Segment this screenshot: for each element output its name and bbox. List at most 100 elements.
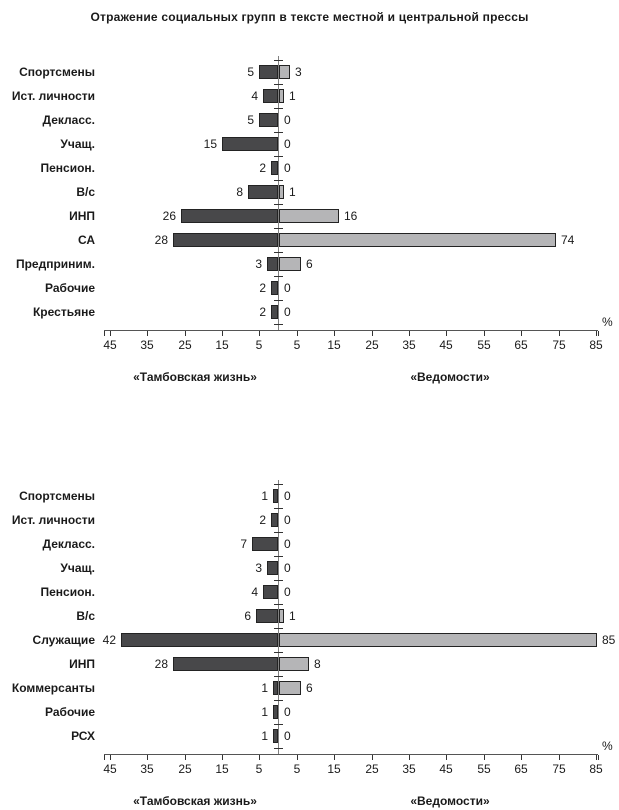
value-label-left: 4 [251, 585, 258, 599]
axis-tick-label: 25 [178, 762, 192, 776]
category-label: Крестьяне [32, 305, 95, 319]
center-axis-tick [274, 132, 283, 133]
center-axis-tick [274, 324, 283, 325]
value-label-right: 0 [284, 729, 291, 743]
value-label-left: 1 [261, 729, 268, 743]
bar-left [267, 561, 278, 575]
chart-bottom: Спортсмены 1 0 Ист. личности 2 0 Декласс. 7 0 Уча… [0, 480, 619, 810]
value-label-right: 0 [284, 585, 291, 599]
value-label-left: 1 [261, 681, 268, 695]
value-label-right: 1 [289, 185, 296, 199]
value-label-left: 15 [203, 137, 217, 151]
value-label-right: 0 [284, 561, 291, 575]
value-label-left: 2 [259, 305, 266, 319]
value-label-right: 74 [561, 233, 575, 247]
axis-tick [521, 331, 522, 336]
value-label-right: 3 [295, 65, 302, 79]
center-axis-tick [274, 508, 283, 509]
value-label-right: 0 [284, 281, 291, 295]
value-label-left: 1 [261, 705, 268, 719]
category-label: СА [77, 233, 95, 247]
axis-tick [259, 331, 260, 336]
axis-tick-label: 35 [402, 338, 416, 352]
bar-right [279, 681, 301, 695]
value-label-left: 1 [261, 489, 268, 503]
axis-tick [110, 755, 111, 760]
bar-right [279, 633, 597, 647]
axis-tick-label: 45 [439, 762, 453, 776]
axis-tick [446, 331, 447, 336]
axis-tick [372, 331, 373, 336]
bar-right [279, 209, 339, 223]
axis-tick [147, 755, 148, 760]
axis-tick [147, 331, 148, 336]
axis-tick-label: 5 [293, 762, 301, 776]
axis-tick [484, 331, 485, 336]
bar-right [279, 257, 301, 271]
axis-tick-label: 45 [439, 338, 453, 352]
bar-left [273, 681, 278, 695]
category-label: Декласс. [42, 537, 96, 551]
value-label-right: 8 [314, 657, 321, 671]
axis-tick-label: 15 [215, 762, 229, 776]
value-label-right: 0 [284, 537, 291, 551]
axis-tick [446, 755, 447, 760]
value-label-right: 0 [284, 305, 291, 319]
axis-tick [598, 755, 599, 760]
bar-right [279, 609, 284, 623]
category-label: РСХ [71, 729, 95, 743]
center-axis-tick [274, 204, 283, 205]
axis-tick-label: 25 [365, 338, 379, 352]
center-axis-tick [274, 724, 283, 725]
axis-tick [104, 331, 105, 336]
axis-tick-label: 25 [365, 762, 379, 776]
axis-tick-label: 65 [514, 762, 528, 776]
axis-tick-label: 85 [589, 762, 603, 776]
value-label-left: 4 [251, 89, 258, 103]
center-axis [278, 480, 279, 754]
bar-left [263, 89, 278, 103]
percent-label: % [602, 739, 613, 753]
value-label-right: 1 [289, 609, 296, 623]
bar-right [279, 657, 309, 671]
axis-tick [104, 755, 105, 760]
value-label-right: 6 [306, 257, 313, 271]
bar-left [173, 233, 278, 247]
axis-tick [185, 331, 186, 336]
value-label-right: 1 [289, 89, 296, 103]
category-label: Декласс. [42, 113, 96, 127]
bar-right [279, 233, 556, 247]
value-label-right: 0 [284, 705, 291, 719]
center-axis-tick [274, 228, 283, 229]
value-label-left: 5 [247, 113, 254, 127]
category-label: Служащие [32, 633, 95, 647]
center-axis-tick [274, 556, 283, 557]
axis-tick-label: 75 [552, 762, 566, 776]
value-label-right: 0 [284, 137, 291, 151]
value-label-right: 16 [344, 209, 358, 223]
bar-left [273, 729, 278, 743]
bar-left [173, 657, 278, 671]
center-axis-tick [274, 628, 283, 629]
axis-tick [334, 331, 335, 336]
category-label: Пенсион. [40, 161, 95, 175]
category-label: Ист. личности [11, 513, 95, 527]
axis-tick-label: 35 [402, 762, 416, 776]
value-label-left: 6 [244, 609, 251, 623]
value-label-left: 28 [154, 657, 168, 671]
axis-tick [598, 331, 599, 336]
bar-left [222, 137, 278, 151]
axis-tick-label: 75 [552, 338, 566, 352]
bar-left [267, 257, 278, 271]
axis-tick [484, 755, 485, 760]
value-label-left: 3 [255, 561, 262, 575]
center-axis-tick [274, 276, 283, 277]
axis-tick-label: 35 [140, 338, 154, 352]
legend-left: «Тамбовская жизнь» [133, 794, 257, 808]
value-label-right: 0 [284, 513, 291, 527]
center-axis-tick [274, 180, 283, 181]
axis-tick [297, 755, 298, 760]
category-label: ИНП [69, 209, 95, 223]
axis-tick [559, 755, 560, 760]
axis-tick [297, 331, 298, 336]
